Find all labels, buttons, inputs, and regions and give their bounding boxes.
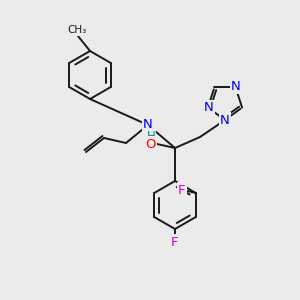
Text: N: N bbox=[231, 80, 241, 93]
Text: CH₃: CH₃ bbox=[68, 25, 87, 35]
Text: O: O bbox=[146, 137, 156, 151]
Text: N: N bbox=[143, 118, 153, 131]
Text: H: H bbox=[147, 130, 155, 142]
Text: F: F bbox=[171, 236, 179, 248]
Text: N: N bbox=[204, 101, 214, 114]
Text: F: F bbox=[178, 184, 185, 196]
Text: N: N bbox=[220, 113, 230, 127]
